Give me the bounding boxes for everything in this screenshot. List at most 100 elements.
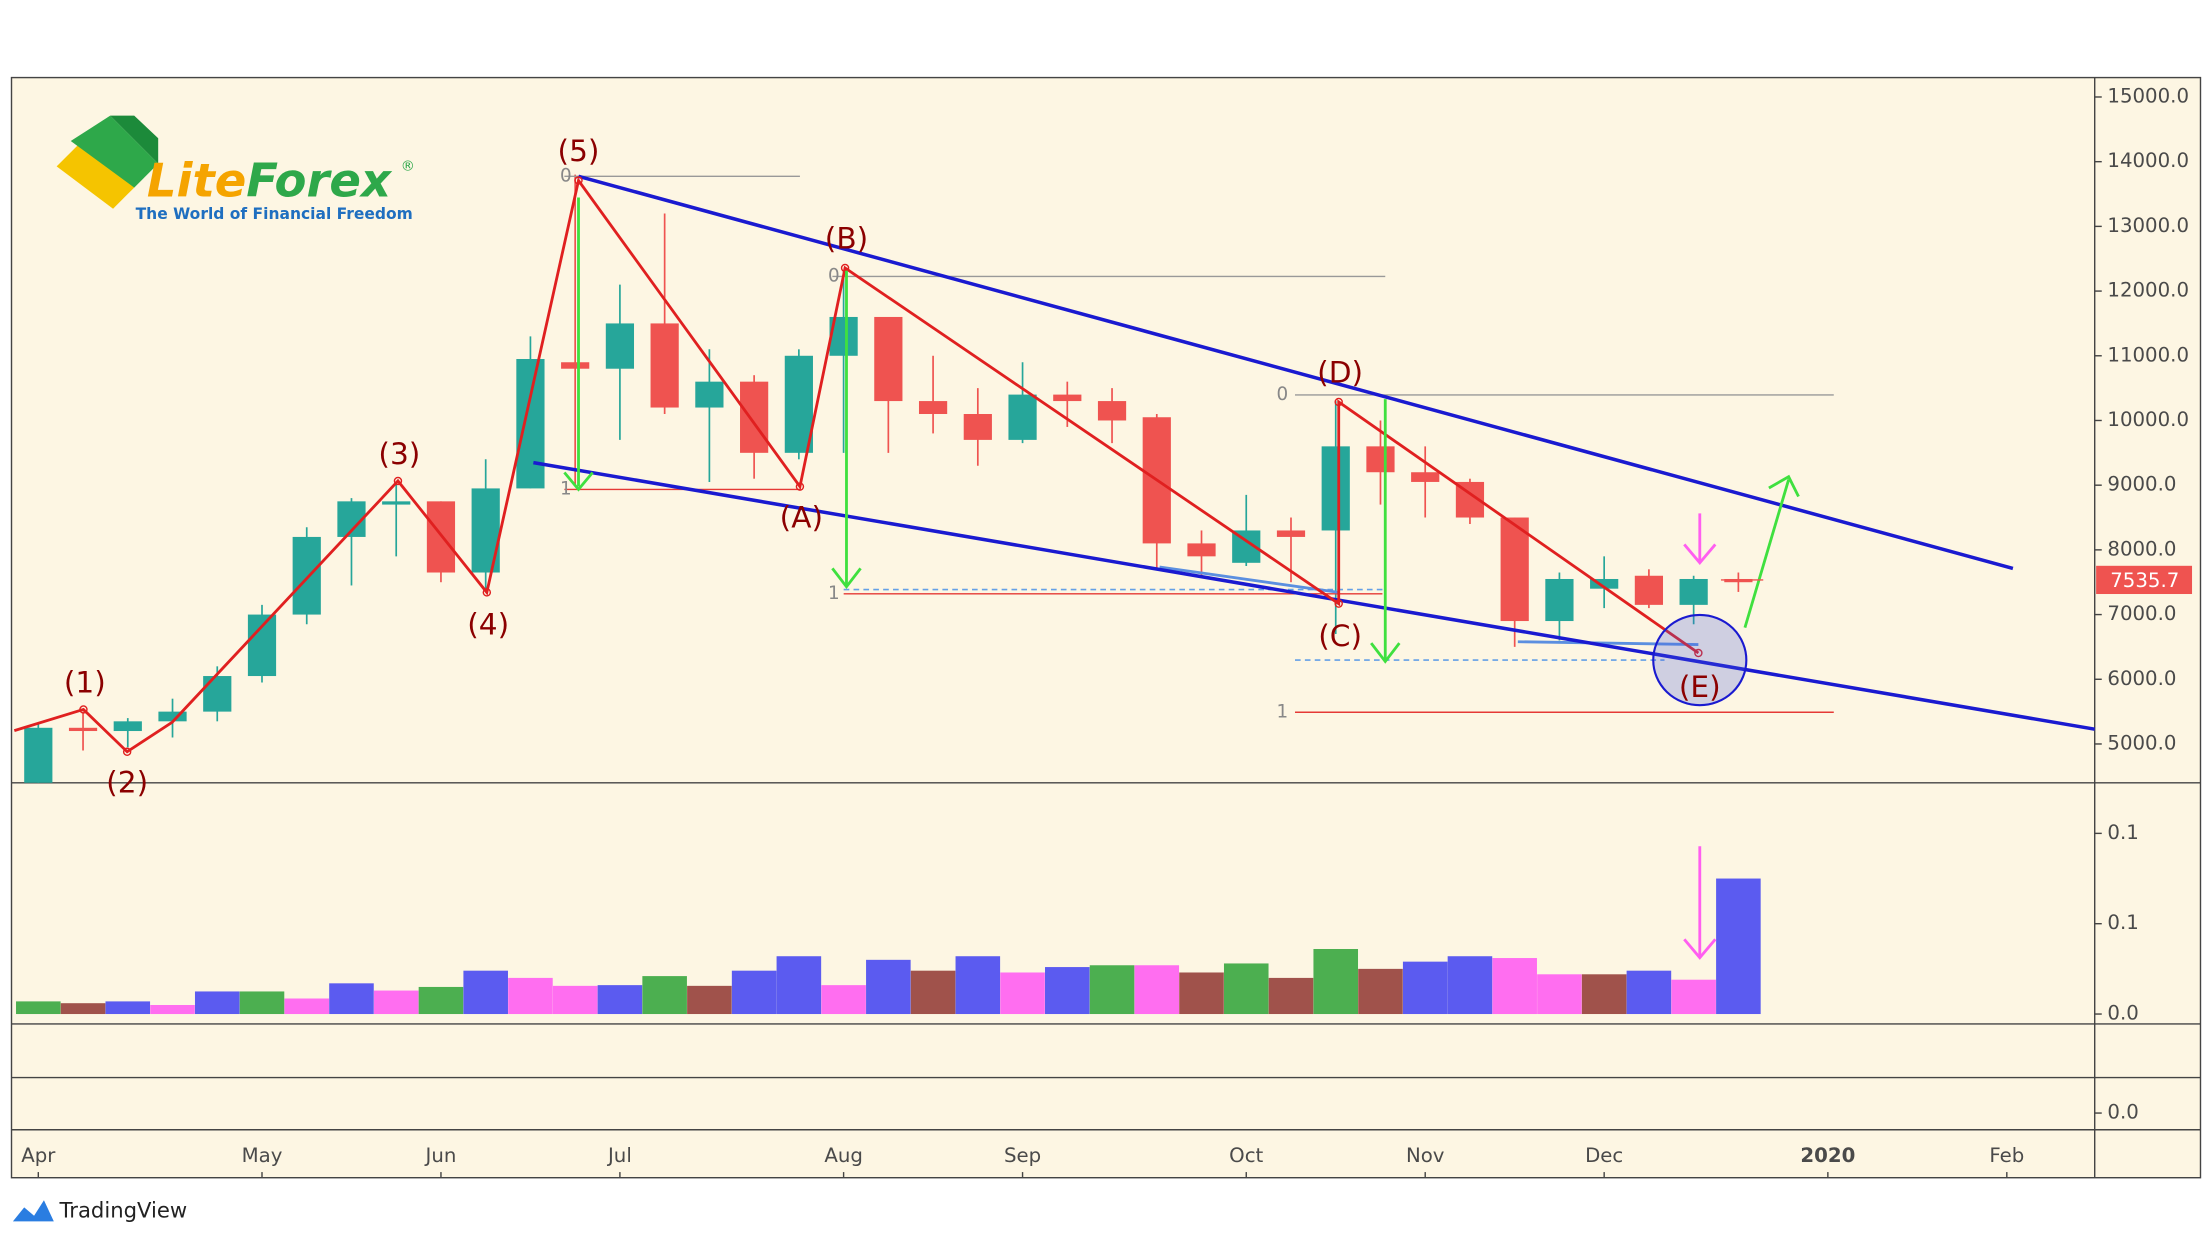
wave-label: (3)	[378, 437, 420, 471]
x-tick-label: Jun	[424, 1144, 457, 1167]
candle-body	[516, 359, 545, 489]
candle-body	[650, 323, 679, 408]
wave-label: (D)	[1317, 355, 1363, 389]
candle-body	[1321, 446, 1350, 531]
volume-bar	[508, 977, 553, 1015]
candle-body	[963, 414, 992, 440]
y-tick-label: 6000.0	[2107, 667, 2176, 690]
x-tick-label: Apr	[21, 1144, 56, 1167]
y-tick-label: 14000.0	[2107, 149, 2189, 172]
fib-label: 1	[1276, 701, 1288, 722]
volume-bar	[418, 986, 464, 1015]
volume-bar	[150, 1005, 195, 1015]
candle-body	[740, 381, 769, 453]
wave-label: (B)	[825, 221, 868, 255]
candle-body	[874, 316, 903, 402]
volume-bar	[776, 956, 822, 1015]
wave-label: (E)	[1679, 670, 1721, 704]
y-tick-label: 13000.0	[2107, 214, 2189, 237]
y-tick-label: 11000.0	[2107, 343, 2189, 366]
candle-body	[471, 488, 500, 573]
volume-bar	[1358, 968, 1403, 1015]
volume-bar	[1223, 963, 1269, 1015]
logo-name: LiteForex	[147, 153, 393, 207]
candle-body	[203, 676, 232, 712]
volume-bar	[463, 970, 508, 1015]
wave-label: (C)	[1318, 619, 1362, 653]
candle-body	[918, 401, 948, 415]
volume-bar	[284, 998, 330, 1015]
volume-bar	[194, 991, 240, 1015]
y-tick-label: 0.1	[2107, 911, 2138, 934]
candle-body	[1634, 575, 1664, 605]
volume-bar	[1492, 958, 1537, 1015]
candle-body	[1500, 517, 1529, 622]
volume-bar	[16, 1001, 61, 1015]
x-tick-label: Aug	[824, 1144, 863, 1167]
volume-bar	[373, 990, 419, 1015]
candle-body	[292, 536, 321, 615]
candle-body	[113, 721, 142, 732]
volume-bar	[821, 985, 866, 1015]
logo-mark: ®	[401, 158, 415, 174]
x-tick-label: Oct	[1229, 1144, 1263, 1167]
candle-body	[605, 323, 635, 369]
y-tick-label: 0.0	[2107, 1002, 2138, 1025]
y-tick-label: 8000.0	[2107, 537, 2176, 560]
fib-label: 0	[828, 265, 840, 286]
volume-bar	[731, 970, 777, 1015]
wave-label: (4)	[467, 608, 509, 642]
logo-slogan: The World of Financial Freedom	[136, 205, 413, 223]
candle-body	[1097, 401, 1127, 421]
volume-bar	[239, 991, 285, 1015]
wave-label: (A)	[780, 501, 823, 535]
candle-body	[247, 614, 277, 677]
candle-body	[1053, 394, 1082, 402]
y-tick-label: 0.0	[2107, 1101, 2138, 1124]
y-tick-label: 7000.0	[2107, 602, 2176, 625]
last-price-label: 7535.7	[2110, 569, 2179, 592]
footer: TradingView	[12, 1198, 187, 1223]
volume-bar	[105, 1001, 151, 1015]
x-tick-label: Dec	[1585, 1144, 1623, 1167]
volume-bar	[1089, 965, 1135, 1015]
wave-label: (1)	[64, 666, 106, 700]
volume-bar	[687, 985, 732, 1015]
volume-bar	[642, 976, 687, 1015]
candle-body	[561, 362, 590, 369]
volume-bar	[1581, 974, 1627, 1015]
y-tick-label: 10000.0	[2107, 408, 2189, 431]
volume-bar	[866, 959, 911, 1015]
price-marks	[24, 174, 1753, 783]
y-tick-label: 12000.0	[2107, 279, 2189, 302]
y-tick-label: 0.1	[2107, 821, 2138, 844]
wave-label: (2)	[106, 766, 148, 800]
volume-bar	[1671, 979, 1716, 1015]
last-price-box	[2096, 565, 2193, 595]
volume-bar	[910, 970, 956, 1015]
x-tick-label: Sep	[1004, 1144, 1041, 1167]
footer-text: TradingView	[58, 1198, 187, 1223]
fib-label: 1	[560, 478, 572, 499]
x-tick-label: Jul	[606, 1144, 632, 1167]
volume-bar	[552, 985, 598, 1015]
y-tick-label: 15000.0	[2107, 84, 2189, 107]
marks	[16, 174, 1761, 1015]
x-tick-label: 2020	[1800, 1144, 1855, 1167]
candle-body	[158, 711, 187, 722]
candle-body	[382, 501, 411, 505]
volume-bar	[1268, 977, 1314, 1015]
volume-bar	[1402, 961, 1448, 1015]
candle-body	[1366, 446, 1395, 473]
candle-body	[1276, 530, 1306, 537]
candle-body	[784, 355, 813, 453]
volume-bar	[1179, 972, 1224, 1015]
volume-bar	[955, 956, 1001, 1015]
candle-body	[695, 381, 724, 408]
y-tick-label: 9000.0	[2107, 473, 2176, 496]
volume-bar	[60, 1003, 106, 1015]
volume-bar	[1313, 948, 1359, 1015]
y-tick-label: 5000.0	[2107, 731, 2176, 754]
